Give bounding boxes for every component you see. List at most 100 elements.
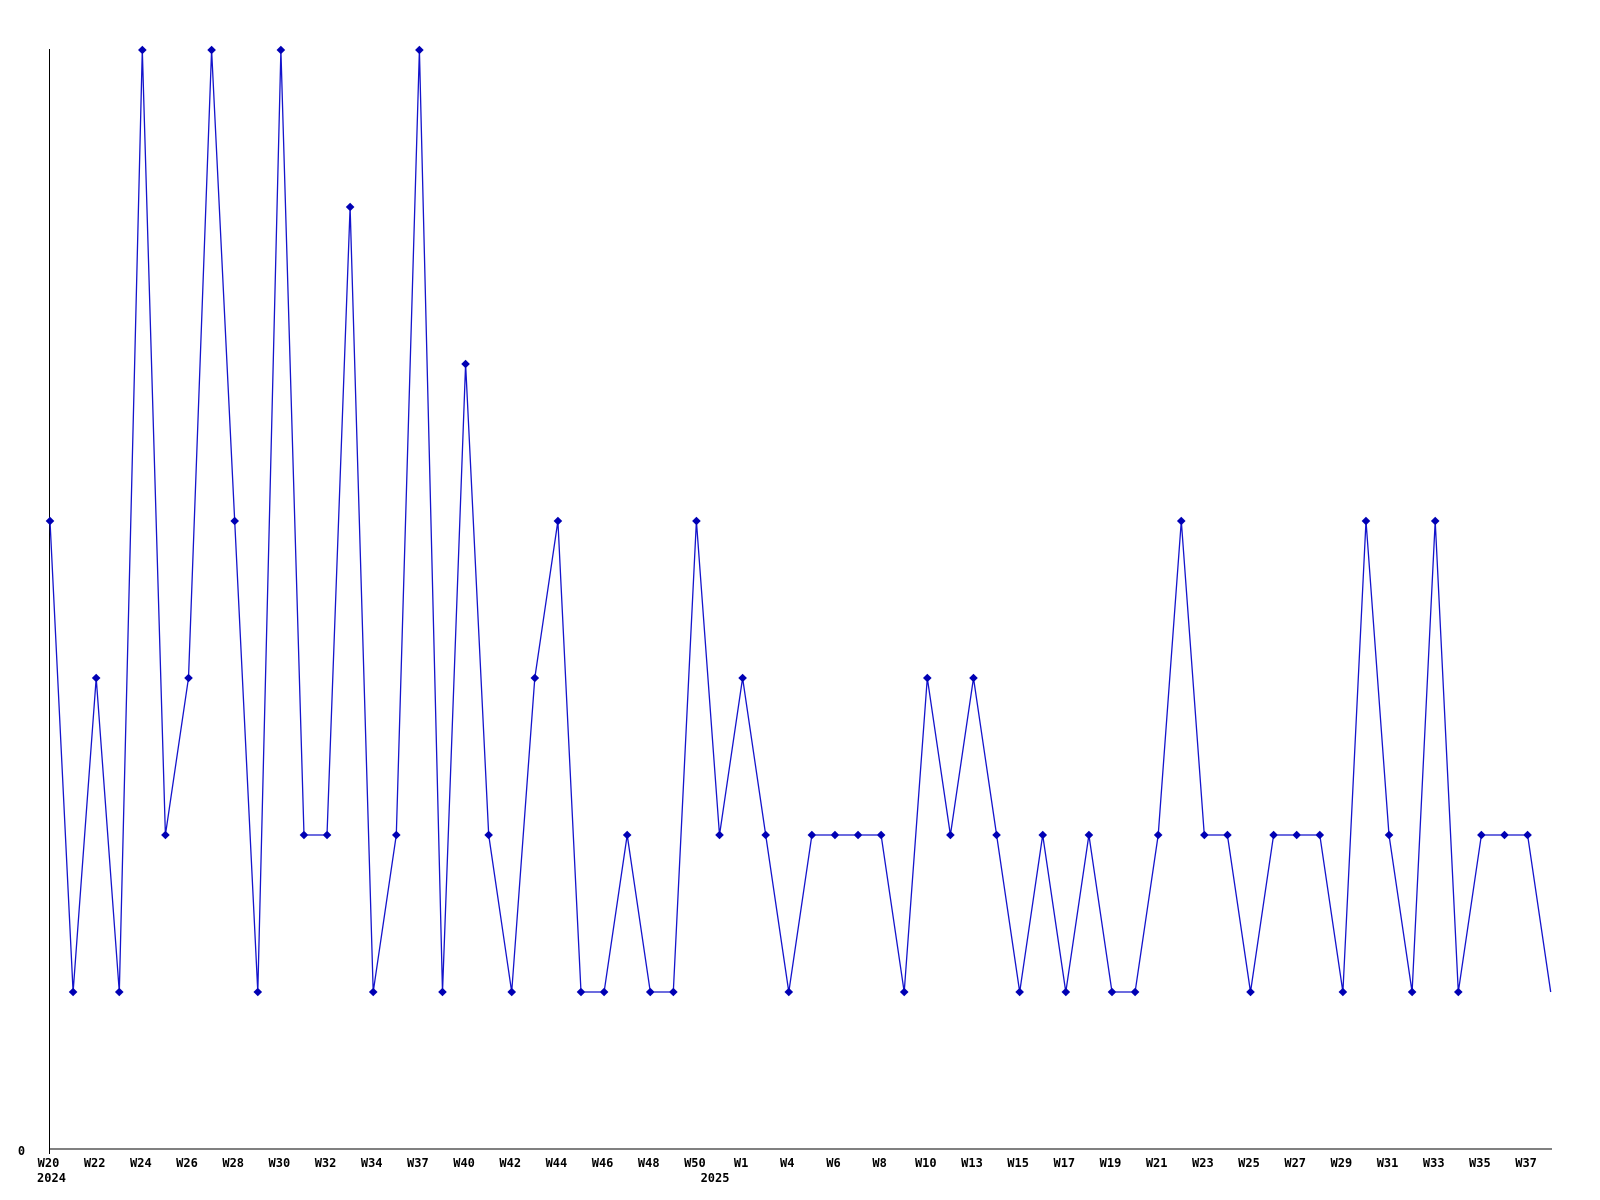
data-point-marker [1292, 830, 1302, 840]
data-point-marker [530, 673, 540, 683]
x-tick-label-w4: W4 [780, 1155, 795, 1170]
x-tick-label-w27: W27 [1284, 1155, 1307, 1170]
data-point-marker [438, 987, 447, 997]
data-point-marker [784, 987, 794, 997]
data-point-marker [1200, 830, 1209, 840]
data-point-marker [1176, 516, 1186, 526]
x-tick-label-w37: W37 [1515, 1155, 1537, 1170]
x-tick-label-w19: W19 [1099, 1155, 1122, 1170]
x-year-label-2024: 2024 [37, 1170, 66, 1185]
x-tick-label-w1: W1 [733, 1155, 749, 1170]
data-point-marker [299, 830, 309, 840]
data-point-marker [576, 987, 586, 997]
data-point-marker [45, 516, 55, 526]
data-point-marker [91, 673, 101, 683]
data-point-marker [1223, 830, 1232, 840]
data-point-marker [1430, 516, 1440, 526]
data-point-marker [969, 673, 978, 683]
data-point-marker [1477, 830, 1486, 840]
data-point-marker [1130, 987, 1140, 997]
data-point-marker [368, 987, 378, 997]
x-tick-label-w42: W42 [499, 1155, 522, 1170]
x-tick-label-w35: W35 [1469, 1155, 1491, 1170]
y-axis-zero-label: 0 [17, 1143, 26, 1158]
data-point-marker [461, 359, 470, 369]
data-series [45, 45, 1552, 997]
data-point-marker [1038, 830, 1048, 840]
x-tick-label-w20: W20 [37, 1155, 60, 1170]
data-point-marker [645, 987, 655, 997]
data-point-marker [1407, 987, 1417, 997]
x-tick-label-w28: W28 [222, 1155, 245, 1170]
data-point-marker [207, 45, 216, 55]
x-tick-label-w13: W13 [961, 1155, 983, 1170]
x-tick-label-w46: W46 [591, 1155, 614, 1170]
data-point-marker [1269, 830, 1278, 840]
x-tick-label-w26: W26 [176, 1155, 198, 1170]
x-tick-label-w40: W40 [453, 1155, 475, 1170]
data-point-marker [161, 830, 170, 840]
data-point-marker [114, 987, 124, 997]
data-point-marker [761, 830, 771, 840]
x-tick-label-w31: W31 [1376, 1155, 1399, 1170]
data-point-marker [715, 830, 724, 840]
series-line [49, 49, 1552, 993]
x-tick-label-w30: W30 [268, 1155, 291, 1170]
data-point-marker [669, 987, 678, 997]
x-tick-label-w10: W10 [914, 1155, 937, 1170]
data-point-marker [1153, 830, 1163, 840]
data-point-marker [1338, 987, 1348, 997]
x-tick-label-w37: W37 [407, 1155, 429, 1170]
data-point-marker [391, 830, 401, 840]
data-point-marker [138, 45, 147, 55]
data-point-marker [1384, 830, 1394, 840]
data-point-marker [992, 830, 1001, 840]
x-tick-label-w44: W44 [545, 1155, 568, 1170]
data-point-marker [738, 673, 747, 683]
x-tick-label-w17: W17 [1053, 1155, 1076, 1170]
data-point-marker [807, 830, 817, 840]
data-point-marker [345, 202, 355, 212]
axes [48, 49, 1552, 1154]
data-point-marker [276, 45, 286, 55]
data-point-marker [622, 830, 632, 840]
data-point-marker [253, 987, 263, 997]
x-year-label-2025: 2025 [700, 1170, 730, 1185]
data-point-marker [946, 830, 955, 840]
data-point-marker [1084, 830, 1094, 840]
data-point-marker [599, 987, 609, 997]
data-point-marker [1246, 987, 1255, 997]
data-point-marker [1015, 987, 1024, 997]
data-point-marker [507, 987, 517, 997]
data-point-marker [484, 830, 493, 840]
data-point-marker [230, 516, 240, 526]
data-point-marker [899, 987, 909, 997]
data-point-marker [876, 830, 886, 840]
x-tick-label-w48: W48 [637, 1155, 660, 1170]
data-point-marker [553, 516, 563, 526]
x-tick-label-w32: W32 [314, 1155, 337, 1170]
x-tick-label-w21: W21 [1145, 1155, 1168, 1170]
x-tick-label-w22: W22 [83, 1155, 106, 1170]
data-point-marker [922, 673, 932, 683]
data-point-marker [1315, 830, 1325, 840]
data-point-marker [1500, 830, 1509, 840]
data-point-marker [1107, 987, 1117, 997]
data-point-marker [692, 516, 701, 526]
x-tick-label-w23: W23 [1192, 1155, 1214, 1170]
data-point-marker [1454, 987, 1463, 997]
data-point-marker [184, 673, 193, 683]
data-point-marker [1061, 987, 1071, 997]
x-tick-label-w15: W15 [1007, 1155, 1029, 1170]
data-point-marker [322, 830, 332, 840]
data-point-marker [1523, 830, 1532, 840]
x-tick-label-w6: W6 [826, 1155, 841, 1170]
x-tick-label-w29: W29 [1330, 1155, 1353, 1170]
x-tick-label-w25: W25 [1238, 1155, 1260, 1170]
data-point-marker [1361, 516, 1371, 526]
x-tick-label-w34: W34 [360, 1155, 383, 1170]
x-tick-label-w50: W50 [684, 1155, 706, 1170]
data-point-marker [830, 830, 840, 840]
x-tick-label-w33: W33 [1422, 1155, 1445, 1170]
